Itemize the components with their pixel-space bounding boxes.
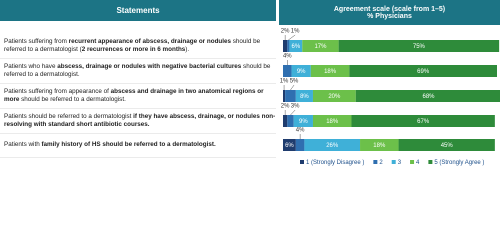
leader-line bbox=[288, 34, 296, 41]
legend-swatch bbox=[373, 160, 378, 164]
bar-segment bbox=[285, 90, 296, 102]
value-label: 20% bbox=[328, 94, 341, 100]
value-label: 8% bbox=[300, 94, 309, 100]
legend-label: 3 bbox=[398, 160, 402, 166]
value-label: 17% bbox=[314, 44, 327, 50]
value-label: 26% bbox=[326, 143, 339, 149]
value-label: 1% bbox=[280, 79, 289, 85]
value-label: 18% bbox=[373, 143, 386, 149]
bar-segment bbox=[355, 90, 500, 102]
value-label: 9% bbox=[299, 119, 308, 125]
legend-swatch bbox=[410, 160, 415, 164]
statement-text: Patients suffering from recurrent appear… bbox=[4, 38, 276, 54]
bar-segment bbox=[291, 65, 311, 77]
statement-text: Patients who have abscess, drainage or n… bbox=[4, 63, 276, 79]
bar-segment bbox=[302, 40, 339, 52]
legend-label: 5 (Strongly Agree ) bbox=[434, 160, 484, 166]
bar-segment bbox=[310, 65, 350, 77]
value-label: 18% bbox=[326, 119, 339, 125]
legend-swatch bbox=[300, 160, 304, 164]
statement-part: ). bbox=[185, 46, 190, 53]
bar-segment bbox=[295, 139, 305, 151]
value-label: 9% bbox=[297, 69, 306, 75]
left-header-text: Statements bbox=[116, 6, 160, 15]
legend-swatch bbox=[391, 160, 396, 164]
value-label: 6% bbox=[292, 44, 301, 50]
statement: Patients suffering from appearance of ab… bbox=[4, 84, 276, 108]
page: Statements Agreement scale (scale from 1… bbox=[0, 0, 500, 167]
value-label: 3% bbox=[291, 104, 300, 110]
value-label: 2% bbox=[281, 29, 290, 35]
right-header: Agreement scale (scale from 1–5) % Physi… bbox=[279, 0, 500, 25]
value-label: 6% bbox=[285, 143, 294, 149]
bar-segment bbox=[283, 40, 288, 52]
left-header: Statements bbox=[0, 0, 276, 21]
value-label: 45% bbox=[441, 143, 454, 149]
bar-segment bbox=[283, 139, 296, 151]
right-subheader-text: % Physicians bbox=[367, 12, 412, 20]
statement-part: Patients suffering from bbox=[4, 38, 69, 45]
value-label: 18% bbox=[324, 69, 337, 75]
bar-segment bbox=[312, 115, 352, 127]
statement-part: should be referred to a dermatologist ( bbox=[4, 38, 261, 53]
bar-segment bbox=[351, 115, 495, 127]
statement-part: abscess and drainage in two anatomical r… bbox=[4, 88, 264, 103]
bar-segment bbox=[293, 115, 313, 127]
bar-segment bbox=[349, 65, 497, 77]
statement-part: Patients suffering from appearance of bbox=[4, 88, 111, 95]
value-label: 1% bbox=[291, 29, 300, 35]
value-label: 5% bbox=[290, 79, 299, 85]
statement-part: Patients with bbox=[4, 141, 42, 148]
statement-part: family history of HS should be referred … bbox=[41, 141, 216, 148]
leader-line bbox=[290, 84, 295, 91]
bar-segment bbox=[283, 90, 286, 102]
statement: Patients with family history of HS shoul… bbox=[4, 133, 276, 157]
bar-segment bbox=[283, 65, 292, 77]
value-label: 4% bbox=[296, 128, 305, 134]
bar-segment bbox=[287, 115, 294, 127]
bar-segment bbox=[304, 139, 361, 151]
statement-part: Patients who have bbox=[4, 63, 58, 70]
statement-text: Patients should be referred to a dermato… bbox=[4, 113, 276, 129]
leader-line bbox=[290, 109, 296, 116]
bar-segment bbox=[312, 90, 356, 102]
statement-part: abscess, drainage or nodules with negati… bbox=[57, 63, 242, 70]
statement-part: 2 recurrences or more in 6 months bbox=[81, 46, 186, 53]
bar-segment bbox=[360, 139, 399, 151]
value-label: 69% bbox=[417, 69, 430, 75]
legend-swatch bbox=[428, 160, 433, 164]
bar-segment bbox=[289, 40, 303, 52]
statement: Patients who have abscess, drainage or n… bbox=[4, 59, 276, 83]
chart: 2% 1%6% 17% 75%4%9% 18% 69%1% 5%8% 20% 68%2% 3%9%… bbox=[0, 29, 500, 166]
bar-segment bbox=[338, 40, 500, 52]
bar-segment bbox=[295, 90, 313, 102]
statement: Patients suffering from recurrent appear… bbox=[4, 34, 276, 58]
bar-segment bbox=[283, 115, 288, 127]
value-label: 4% bbox=[283, 54, 292, 60]
bar-segment bbox=[287, 40, 290, 52]
statement-part: if they have abscess, drainage, or nodul… bbox=[4, 113, 276, 128]
bar-segment bbox=[398, 139, 495, 151]
legend-label: 1 (Strongly Disagree ) bbox=[306, 160, 364, 166]
value-label: 67% bbox=[417, 119, 430, 125]
right-header-text: Agreement scale (scale from 1–5) bbox=[333, 5, 446, 13]
statement-part: Patients should be referred to a dermato… bbox=[4, 113, 134, 120]
statement-part: should be referred to a dermatologist. bbox=[4, 63, 271, 78]
statement-part: should be referred to a dermatologist. bbox=[19, 96, 126, 103]
statement-text: Patients suffering from appearance of ab… bbox=[4, 88, 276, 104]
statement-part: recurrent appearance of abscess, drainag… bbox=[68, 38, 232, 45]
statement-text: Patients with family history of HS shoul… bbox=[4, 141, 216, 149]
legend-label: 4 bbox=[416, 160, 420, 166]
value-label: 68% bbox=[423, 94, 436, 100]
value-label: 75% bbox=[413, 44, 426, 50]
legend-label: 2 bbox=[379, 160, 383, 166]
statement: Patients should be referred to a dermato… bbox=[4, 109, 276, 133]
value-label: 2% bbox=[281, 104, 290, 110]
